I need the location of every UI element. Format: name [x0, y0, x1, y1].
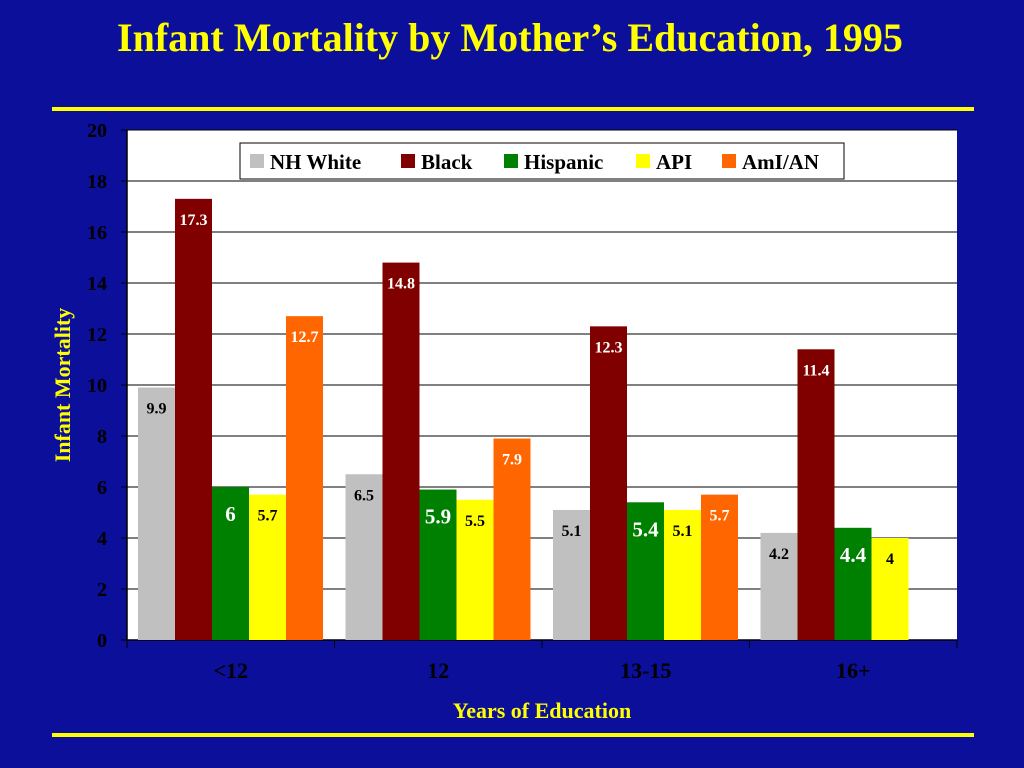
legend-box [239, 142, 845, 180]
y-tick-label: 20 [87, 120, 107, 142]
legend-swatch [250, 154, 264, 168]
bar [871, 538, 909, 640]
data-label: 5.7 [258, 508, 278, 525]
bar [345, 474, 383, 640]
bar [760, 532, 798, 640]
y-tick-label: 14 [87, 273, 107, 295]
legend-label: NH White [270, 150, 361, 174]
data-label: 4.4 [840, 543, 867, 567]
data-label: 6 [225, 502, 236, 526]
y-tick-label: 6 [97, 477, 107, 499]
y-tick-label: 16 [87, 222, 107, 244]
bar [286, 316, 323, 640]
legend-label: API [656, 150, 692, 174]
bar [797, 349, 835, 640]
bar [138, 387, 175, 640]
data-label: 7.9 [502, 452, 522, 469]
bar [493, 438, 531, 640]
title-underline [52, 107, 974, 111]
data-label: 5.1 [673, 523, 693, 540]
x-tick-label: 16+ [836, 658, 871, 683]
bar [382, 262, 420, 640]
legend-label: Hispanic [524, 150, 603, 174]
x-tick-label: 13-15 [620, 658, 671, 683]
data-label: 12.3 [595, 339, 623, 356]
bar [249, 494, 286, 640]
x-axis-title: Years of Education [453, 698, 631, 723]
data-label: 5.4 [632, 517, 659, 541]
data-label: 4 [886, 551, 894, 568]
data-label: 5.5 [465, 513, 485, 530]
y-axis-title: Infant Mortality [50, 308, 75, 463]
bar [212, 487, 249, 640]
data-label: 5.7 [710, 508, 730, 525]
y-tick-label: 2 [97, 579, 107, 601]
bar [701, 494, 738, 640]
legend-label: Black [421, 150, 473, 174]
bar [456, 499, 494, 640]
x-tick-label: <12 [213, 658, 248, 683]
y-tick-label: 18 [87, 171, 107, 193]
bar [664, 509, 701, 640]
legend-swatch [504, 154, 518, 168]
data-label: 17.3 [180, 212, 208, 229]
bar [834, 527, 872, 640]
y-tick-label: 0 [97, 630, 107, 652]
x-tick-label: 12 [427, 658, 449, 683]
legend-label: AmI/AN [742, 150, 819, 174]
data-label: 12.7 [291, 329, 319, 346]
y-tick-label: 8 [97, 426, 107, 448]
data-label: 5.9 [425, 505, 451, 529]
bar [553, 509, 590, 640]
y-tick-label: 4 [97, 528, 107, 550]
data-label: 11.4 [802, 362, 829, 379]
bar [590, 326, 627, 640]
bar [175, 198, 212, 640]
data-label: 4.2 [769, 546, 789, 563]
y-tick-label: 12 [87, 324, 107, 346]
slide-title: Infant Mortality by Mother’s Education, … [117, 15, 903, 60]
data-label: 6.5 [354, 487, 374, 504]
data-label: 5.1 [562, 523, 582, 540]
legend-swatch [401, 154, 415, 168]
bar [627, 502, 664, 640]
legend-swatch [722, 154, 736, 168]
y-tick-label: 10 [87, 375, 107, 397]
legend-swatch [636, 154, 650, 168]
bar [419, 489, 457, 640]
data-label: 14.8 [387, 276, 415, 293]
footer-rule [52, 733, 974, 737]
data-label: 9.9 [147, 401, 167, 418]
